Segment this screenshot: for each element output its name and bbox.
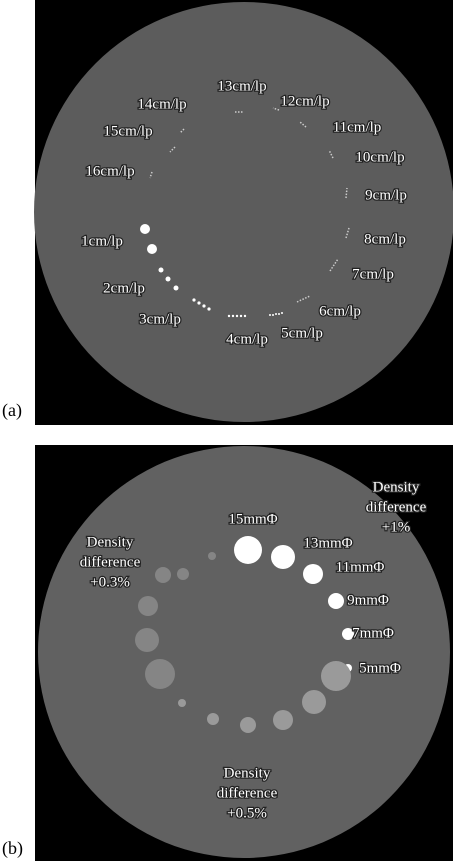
insert-dot: [244, 315, 246, 317]
diameter-label: 15mmΦ: [228, 511, 277, 527]
density-note: +0.5%: [227, 805, 267, 821]
resolution-label: 4cm/lp: [226, 331, 268, 347]
resolution-label: 7cm/lp: [352, 266, 394, 282]
insert-circle: [177, 568, 189, 580]
insert-dot: [147, 244, 157, 254]
insert-circle: [321, 661, 351, 691]
resolution-label: 3cm/lp: [139, 311, 181, 327]
insert-dot: [275, 313, 277, 315]
figure: (a) (b) 13cm/lp 12cm/lp 14cm/lp 11cm/lp 15cm…: [0, 0, 453, 861]
insert-dot: [269, 314, 271, 316]
insert-dot: [232, 315, 234, 317]
diameter-label: 13mmΦ: [303, 535, 352, 551]
insert-dot: [159, 268, 164, 273]
resolution-label: 2cm/lp: [103, 280, 145, 296]
diameter-label: 11mmΦ: [336, 559, 385, 575]
insert-circle: [234, 536, 262, 564]
resolution-label: 16cm/lp: [85, 163, 134, 179]
insert-circle: [178, 699, 186, 707]
density-note: Density: [224, 765, 271, 781]
insert-dot: [192, 298, 195, 301]
insert-circle: [240, 717, 256, 733]
phantom-a: [34, 2, 453, 422]
resolution-label: 1cm/lp: [81, 233, 123, 249]
density-note: +1%: [382, 519, 410, 535]
insert-dot: [174, 286, 179, 291]
density-note: +0.3%: [90, 574, 130, 590]
resolution-label: 13cm/lp: [217, 78, 266, 94]
insert-circle: [328, 593, 344, 609]
insert-dot: [240, 315, 242, 317]
insert-dot: [272, 314, 274, 316]
density-note: difference: [366, 499, 427, 515]
resolution-label: 5cm/lp: [281, 325, 323, 341]
insert-circle: [138, 596, 158, 616]
insert-circle: [273, 710, 293, 730]
diameter-label: 5mmΦ: [359, 660, 401, 676]
insert-circle: [303, 564, 323, 584]
panel-label: (a): [2, 400, 22, 421]
density-note: difference: [217, 785, 278, 801]
insert-circle: [302, 690, 326, 714]
insert-dot: [197, 301, 200, 304]
resolution-label: 9cm/lp: [365, 187, 407, 203]
insert-circle: [271, 545, 295, 569]
insert-dot: [281, 312, 283, 314]
insert-dot: [236, 315, 238, 317]
insert-circle: [207, 713, 219, 725]
insert-circle: [145, 659, 175, 689]
density-note: difference: [80, 554, 141, 570]
resolution-label: 8cm/lp: [364, 231, 406, 247]
insert-circle: [208, 552, 216, 560]
insert-dot: [202, 304, 205, 307]
panel-label: (b): [2, 838, 23, 859]
insert-dot: [166, 277, 171, 282]
resolution-label: 6cm/lp: [319, 303, 361, 319]
diameter-label: 7mmΦ: [352, 625, 394, 641]
resolution-label: 10cm/lp: [355, 149, 404, 165]
insert-circle: [135, 628, 159, 652]
insert-dot: [278, 313, 280, 315]
resolution-label: 14cm/lp: [137, 96, 186, 112]
resolution-label: 15cm/lp: [103, 123, 152, 139]
resolution-label: 11cm/lp: [333, 119, 382, 135]
insert-dot: [207, 307, 210, 310]
insert-dot: [228, 315, 230, 317]
diameter-label: 9mmΦ: [347, 592, 389, 608]
density-note: Density: [373, 479, 420, 495]
insert-dot: [140, 224, 150, 234]
density-note: Density: [87, 534, 134, 550]
resolution-label: 12cm/lp: [280, 93, 329, 109]
insert-circle: [155, 567, 171, 583]
